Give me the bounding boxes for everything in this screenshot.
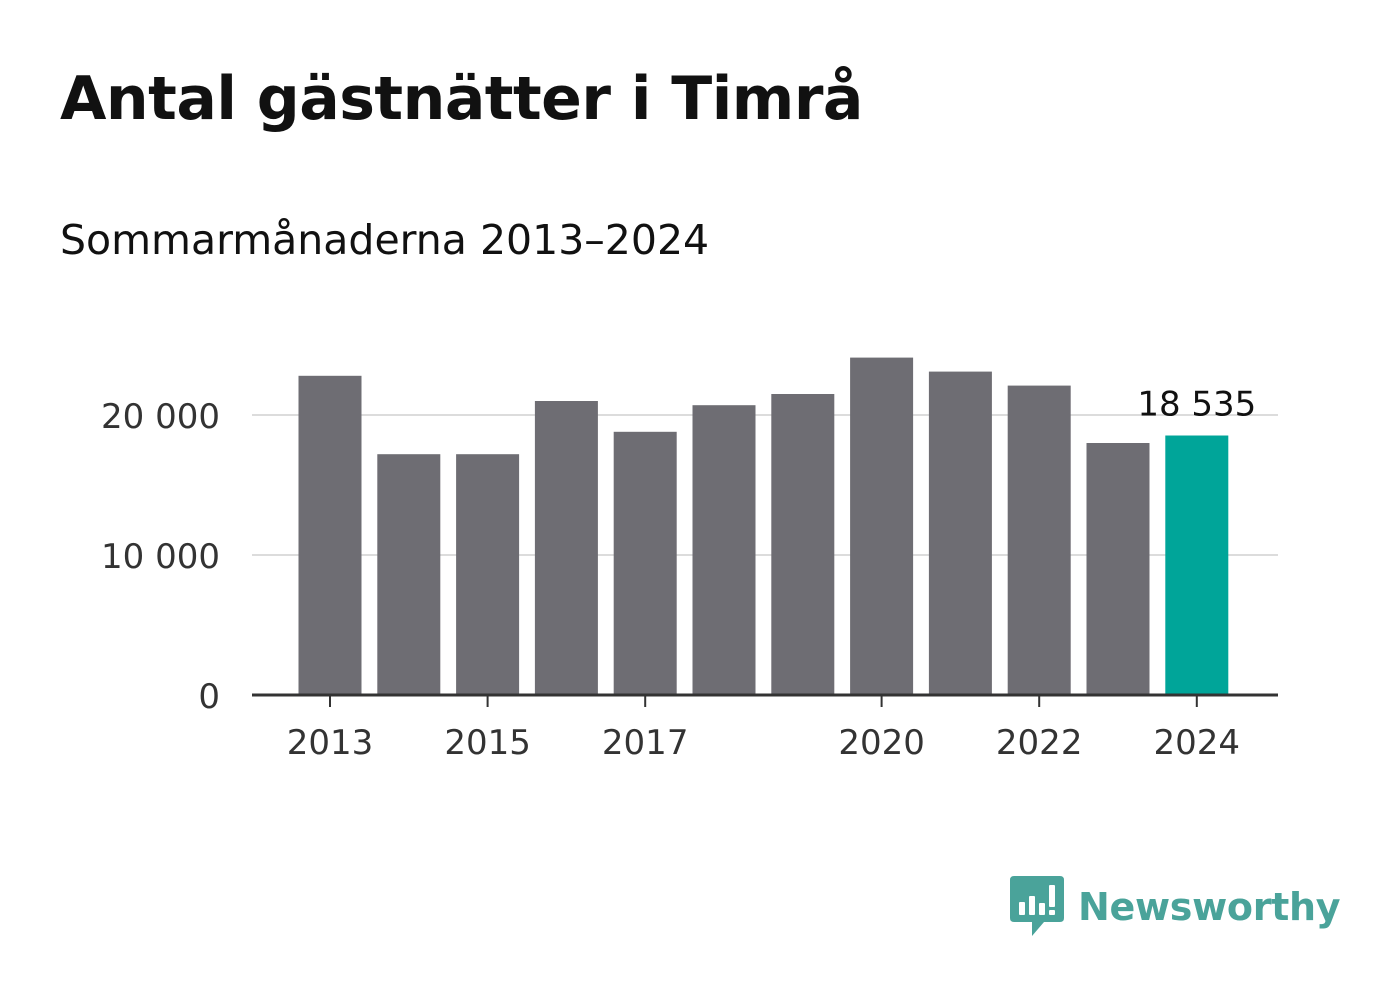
bar xyxy=(613,431,677,695)
bars xyxy=(298,357,1229,695)
bar xyxy=(928,371,992,695)
bar xyxy=(377,454,441,695)
bar xyxy=(771,394,835,695)
labels: 0 10 000 20 000 2013 2015 2017 2020 2022 2024 18 … xyxy=(101,385,1256,763)
data-label: 18 535 xyxy=(1137,385,1256,425)
x-tick-label: 2024 xyxy=(1154,723,1241,763)
x-tick-label: 2020 xyxy=(838,723,925,763)
bar-highlight xyxy=(1165,435,1229,695)
axes xyxy=(252,693,1278,707)
bar xyxy=(456,454,520,695)
bar xyxy=(1007,385,1071,695)
chart-title: Antal gästnätter i Timrå xyxy=(60,64,863,134)
x-tick-label: 2017 xyxy=(602,723,689,763)
y-tick-label: 0 xyxy=(198,677,220,717)
x-tick-label: 2022 xyxy=(996,723,1083,763)
brand-logo: Newsworthy xyxy=(1010,876,1341,938)
y-tick-label: 10 000 xyxy=(101,537,220,577)
bar xyxy=(850,357,914,695)
bar xyxy=(534,401,598,695)
bar xyxy=(692,405,756,695)
bar xyxy=(298,375,362,695)
x-tick-label: 2013 xyxy=(287,723,374,763)
x-tick-label: 2015 xyxy=(444,723,531,763)
newsworthy-logo-icon xyxy=(1010,876,1064,936)
y-tick-label: 20 000 xyxy=(101,397,220,437)
chart-subtitle: Sommarmånaderna 2013–2024 xyxy=(60,216,710,264)
bar xyxy=(1086,443,1150,695)
brand-name: Newsworthy xyxy=(1078,885,1341,929)
